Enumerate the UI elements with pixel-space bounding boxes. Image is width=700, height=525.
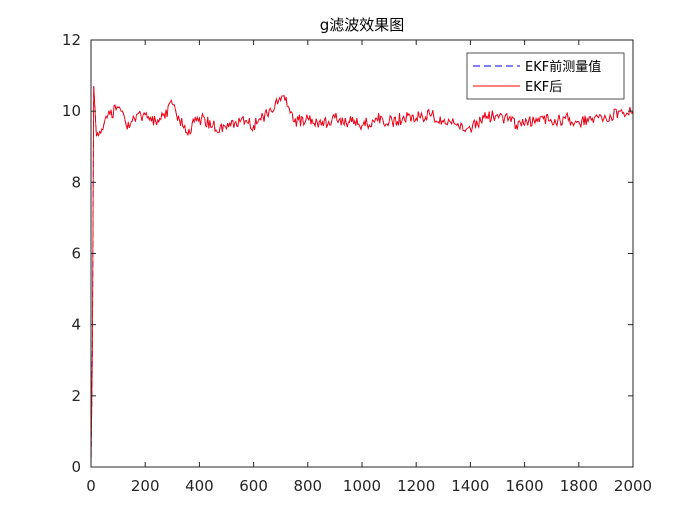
x-tick-label: 1600 [506,477,544,495]
x-tick-label: 1800 [560,477,598,495]
y-tick-label: 2 [71,387,81,405]
x-tick-label: 800 [293,477,322,495]
legend: EKF前测量值 EKF后 [466,52,625,100]
y-tick-label: 4 [71,316,81,334]
y-tick-label: 0 [71,458,81,476]
x-tick-label: 600 [239,477,268,495]
chart-title: g滤波效果图 [320,16,405,34]
y-tick-label: 6 [71,245,81,263]
series-line-filtered [90,86,634,468]
plot-area [91,40,633,467]
x-tick-label: 2000 [614,477,652,495]
y-tick-label: 10 [62,102,81,120]
x-tick-label: 1200 [397,477,435,495]
x-axis: 0 200 400 600 800 1000 1200 1400 1600 1800 2000 [86,40,652,495]
series-layer [90,86,634,468]
x-tick-label: 200 [131,477,160,495]
legend-label-measured: EKF前测量值 [525,59,601,75]
x-tick-label: 1000 [343,477,381,495]
y-tick-label: 8 [71,173,81,191]
legend-label-filtered: EKF后 [525,80,562,95]
x-tick-label: 400 [185,477,214,495]
y-axis: 0 2 4 6 8 10 12 [62,31,633,476]
x-tick-label: 1400 [451,477,489,495]
y-tick-label: 12 [62,31,81,49]
x-tick-label: 0 [86,477,96,495]
legend-box [466,52,625,100]
